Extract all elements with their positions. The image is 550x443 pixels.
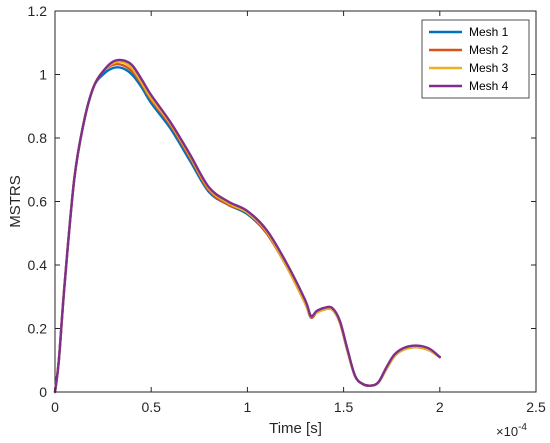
y-tick-label: 0.4 <box>28 257 48 273</box>
legend-label-mesh-1: Mesh 1 <box>469 25 509 39</box>
x-multiplier-exponent: -4 <box>518 422 527 433</box>
x-tick-label: 0.5 <box>141 399 161 415</box>
legend-label-mesh-2: Mesh 2 <box>469 43 509 57</box>
legend-label-mesh-4: Mesh 4 <box>469 79 509 93</box>
ticks-layer: 0 0.5 1 1.5 2 2.5 0 0.2 0.4 0.6 0.8 1 1.2 <box>28 3 546 415</box>
y-tick-label: 1.2 <box>28 3 48 19</box>
y-tick-label: 0.8 <box>28 130 48 146</box>
y-tick-label: 0.6 <box>28 194 48 210</box>
x-multiplier-base: ×10 <box>496 424 518 439</box>
series-layer <box>53 58 441 394</box>
y-tick-label: 0.2 <box>28 321 48 337</box>
legend-label-mesh-3: Mesh 3 <box>469 61 509 75</box>
x-axis-label: Time [s] <box>269 420 322 437</box>
x-axis-multiplier: ×10-4 <box>496 422 527 439</box>
y-axis-label: MSTRS <box>7 175 24 228</box>
x-tick-label: 1.5 <box>334 399 354 415</box>
y-tick-label: 0 <box>39 384 47 400</box>
series-line-mesh-4 <box>53 58 441 394</box>
y-tick-label: 1 <box>39 67 47 83</box>
legend: Mesh 1 Mesh 2 Mesh 3 Mesh 4 <box>421 19 530 99</box>
x-tick-label: 1 <box>244 399 252 415</box>
x-tick-label: 0 <box>51 399 59 415</box>
x-tick-label: 2 <box>436 399 444 415</box>
x-tick-label: 2.5 <box>526 399 546 415</box>
